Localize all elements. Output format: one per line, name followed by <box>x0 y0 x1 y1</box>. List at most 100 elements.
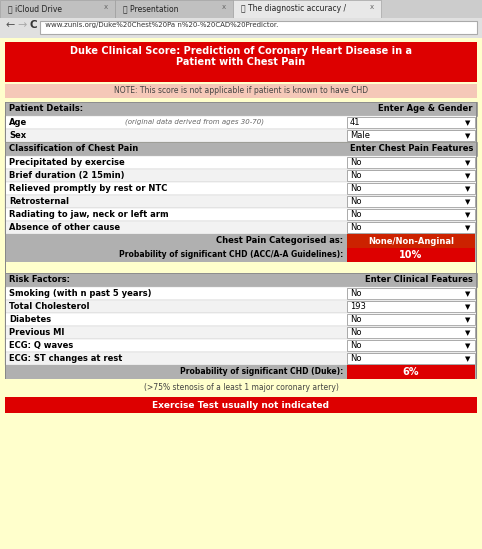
Text: Patient with Chest Pain: Patient with Chest Pain <box>176 57 306 67</box>
Text: Risk Factors:: Risk Factors: <box>9 275 70 284</box>
Text: 🍎 Presentation: 🍎 Presentation <box>123 4 178 13</box>
Bar <box>5 300 477 313</box>
Bar <box>233 0 381 18</box>
Text: x: x <box>104 4 108 10</box>
Bar <box>0 18 482 38</box>
Text: Enter Clinical Features: Enter Clinical Features <box>365 275 473 284</box>
Text: None/Non-Anginal: None/Non-Anginal <box>368 237 454 245</box>
Text: No: No <box>350 184 362 193</box>
Bar <box>5 352 477 365</box>
Text: ▼: ▼ <box>465 173 470 179</box>
Text: No: No <box>350 328 362 337</box>
Text: No: No <box>350 223 362 232</box>
Bar <box>476 102 477 379</box>
Text: Sex: Sex <box>9 131 26 140</box>
Bar <box>347 209 475 220</box>
Text: ▼: ▼ <box>465 212 470 218</box>
Bar <box>347 301 475 312</box>
Text: No: No <box>350 210 362 219</box>
Text: x: x <box>222 4 226 10</box>
Text: Radiating to jaw, neck or left arm: Radiating to jaw, neck or left arm <box>9 210 169 219</box>
Text: No: No <box>350 354 362 363</box>
Bar <box>347 183 475 194</box>
Text: Enter Age & Gender: Enter Age & Gender <box>378 104 473 113</box>
Text: NOTE: This score is not applicable if patient is known to have CHD: NOTE: This score is not applicable if pa… <box>114 86 368 95</box>
Text: Retrosternal: Retrosternal <box>9 197 69 206</box>
Text: ECG: Q waves: ECG: Q waves <box>9 341 73 350</box>
Bar <box>347 314 475 325</box>
Text: Previous MI: Previous MI <box>9 328 65 337</box>
Bar <box>347 288 475 299</box>
Bar <box>5 248 477 262</box>
Bar <box>5 142 477 156</box>
Text: www.zunis.org/Duke%20Chest%20Pa n%20-%20CAD%20Predictor.: www.zunis.org/Duke%20Chest%20Pa n%20-%20… <box>43 22 279 28</box>
Bar <box>347 340 475 351</box>
Text: No: No <box>350 341 362 350</box>
Bar <box>5 287 477 300</box>
Text: Age: Age <box>9 118 27 127</box>
Text: 🍎 iCloud Drive: 🍎 iCloud Drive <box>8 4 62 13</box>
Bar <box>0 0 482 18</box>
Text: Probability of significant CHD (ACC/A-A Guidelines):: Probability of significant CHD (ACC/A-A … <box>119 250 343 259</box>
Text: Duke Clinical Score: Prediction of Coronary Heart Disease in a: Duke Clinical Score: Prediction of Coron… <box>70 46 412 56</box>
Text: C: C <box>29 20 37 30</box>
Text: Exercise Test usually not indicated: Exercise Test usually not indicated <box>152 401 330 410</box>
Bar <box>347 248 475 262</box>
Bar <box>347 170 475 181</box>
Text: Absence of other cause: Absence of other cause <box>9 223 120 232</box>
Text: ▼: ▼ <box>465 225 470 231</box>
Bar <box>347 234 475 248</box>
Text: 193: 193 <box>350 302 366 311</box>
Text: (original data derived from ages 30-70): (original data derived from ages 30-70) <box>125 118 264 125</box>
Bar <box>347 353 475 364</box>
Text: ▼: ▼ <box>465 304 470 310</box>
Text: 41: 41 <box>350 118 361 127</box>
Bar <box>5 313 477 326</box>
Bar <box>5 273 477 287</box>
Text: No: No <box>350 171 362 180</box>
Bar <box>5 365 477 379</box>
Text: →: → <box>17 20 27 30</box>
Text: Patient Details:: Patient Details: <box>9 104 83 113</box>
Bar <box>5 397 477 413</box>
Bar <box>347 222 475 233</box>
Bar <box>5 116 477 129</box>
Text: ▼: ▼ <box>465 291 470 297</box>
Bar <box>347 196 475 207</box>
Bar <box>5 156 477 169</box>
Bar <box>347 327 475 338</box>
Bar <box>5 273 477 275</box>
Text: ▼: ▼ <box>465 133 470 139</box>
Text: ▼: ▼ <box>465 317 470 323</box>
Text: 6%: 6% <box>403 367 419 377</box>
Text: ▼: ▼ <box>465 199 470 205</box>
Bar <box>5 42 477 82</box>
Text: Enter Chest Pain Features: Enter Chest Pain Features <box>349 144 473 153</box>
Text: No: No <box>350 315 362 324</box>
Bar <box>347 157 475 168</box>
Bar <box>5 169 477 182</box>
Text: Precipitated by exercise: Precipitated by exercise <box>9 158 125 167</box>
Text: Total Cholesterol: Total Cholesterol <box>9 302 90 311</box>
Text: ▼: ▼ <box>465 186 470 192</box>
Bar <box>5 195 477 208</box>
Text: 🔄 The diagnostic accuracy /: 🔄 The diagnostic accuracy / <box>241 4 346 13</box>
Bar <box>5 326 477 339</box>
Bar <box>40 21 477 34</box>
Text: Brief duration (2 15min): Brief duration (2 15min) <box>9 171 124 180</box>
Text: ▼: ▼ <box>465 160 470 166</box>
Text: Classification of Chest Pain: Classification of Chest Pain <box>9 144 138 153</box>
Bar <box>347 130 475 141</box>
Bar <box>5 84 477 98</box>
Bar <box>347 365 475 379</box>
Text: No: No <box>350 158 362 167</box>
Text: ▼: ▼ <box>465 330 470 336</box>
Bar <box>5 221 477 234</box>
Text: Chest Pain Categorised as:: Chest Pain Categorised as: <box>216 236 343 245</box>
Bar <box>0 0 115 18</box>
Bar <box>115 0 233 18</box>
Text: Smoking (with n past 5 years): Smoking (with n past 5 years) <box>9 289 151 298</box>
Text: x: x <box>370 4 374 10</box>
Text: ▼: ▼ <box>465 120 470 126</box>
Text: No: No <box>350 197 362 206</box>
